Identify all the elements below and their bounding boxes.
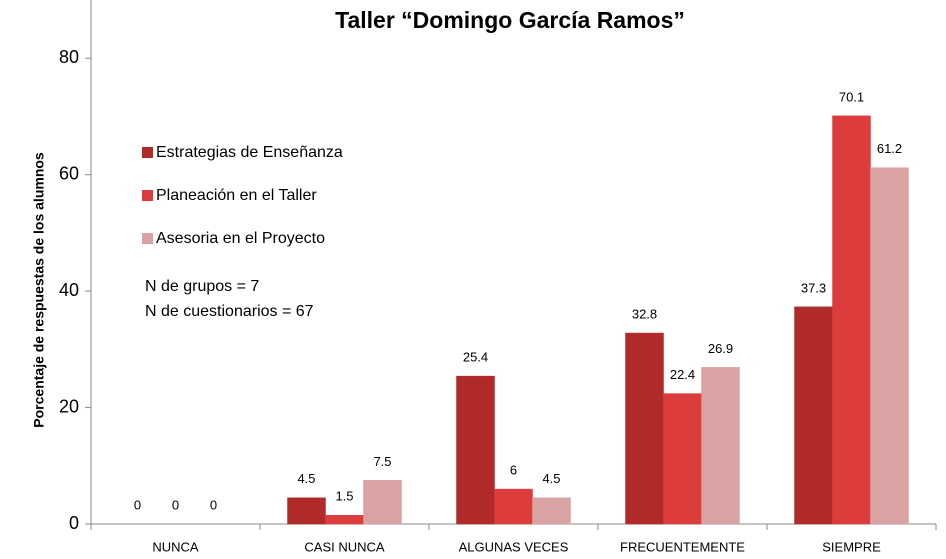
legend-label: Planeación en el Taller bbox=[156, 187, 317, 204]
data-label: 6 bbox=[510, 463, 517, 478]
y-tick-label: 60 bbox=[59, 163, 79, 183]
legend-swatch bbox=[142, 147, 153, 158]
bar bbox=[287, 497, 326, 525]
bar bbox=[832, 115, 871, 525]
data-label: 1.5 bbox=[335, 489, 353, 504]
data-label: 0 bbox=[134, 497, 141, 512]
legend-label: Estrategias de Enseñanza bbox=[156, 144, 343, 161]
data-label: 4.5 bbox=[542, 471, 560, 486]
data-label: 70.1 bbox=[839, 89, 864, 104]
x-tick-label: NUNCA bbox=[152, 539, 199, 554]
legend-swatch bbox=[142, 233, 153, 244]
bar bbox=[870, 167, 909, 525]
legend-swatch bbox=[142, 190, 153, 201]
bar bbox=[625, 332, 664, 525]
bar bbox=[701, 367, 740, 525]
legend-label: Asesoria en el Proyecto bbox=[156, 230, 325, 247]
bar bbox=[456, 375, 495, 525]
x-tick-label: ALGUNAS VECES bbox=[459, 539, 569, 554]
chart-title: Taller “Domingo García Ramos” bbox=[335, 7, 685, 33]
y-axis-label: Porcentaje de respuestas de los alumnos bbox=[31, 152, 47, 428]
bar bbox=[532, 497, 571, 525]
x-tick-label: CASI NUNCA bbox=[304, 539, 385, 554]
data-label: 7.5 bbox=[373, 454, 391, 469]
y-tick-label: 0 bbox=[69, 513, 79, 533]
x-tick-label: SIEMPRE bbox=[822, 539, 881, 554]
bar bbox=[794, 306, 833, 525]
data-label: 25.4 bbox=[463, 350, 488, 365]
bar bbox=[663, 393, 702, 525]
data-label: 0 bbox=[172, 497, 179, 512]
bar bbox=[494, 488, 533, 525]
annotation: N de grupos = 7 bbox=[145, 278, 259, 295]
annotation: N de cuestionarios = 67 bbox=[145, 303, 314, 320]
data-label: 4.5 bbox=[297, 471, 315, 486]
data-label: 0 bbox=[210, 497, 217, 512]
bar bbox=[325, 515, 364, 525]
data-label: 22.4 bbox=[670, 367, 695, 382]
y-tick-label: 40 bbox=[59, 280, 79, 300]
x-tick-label: FRECUENTEMENTE bbox=[620, 539, 745, 554]
data-label: 37.3 bbox=[801, 280, 826, 295]
y-tick-label: 80 bbox=[59, 47, 79, 67]
data-label: 61.2 bbox=[877, 141, 902, 156]
bar bbox=[363, 480, 402, 525]
y-tick-label: 20 bbox=[59, 396, 79, 416]
data-label: 26.9 bbox=[708, 341, 733, 356]
data-label: 32.8 bbox=[632, 306, 657, 321]
